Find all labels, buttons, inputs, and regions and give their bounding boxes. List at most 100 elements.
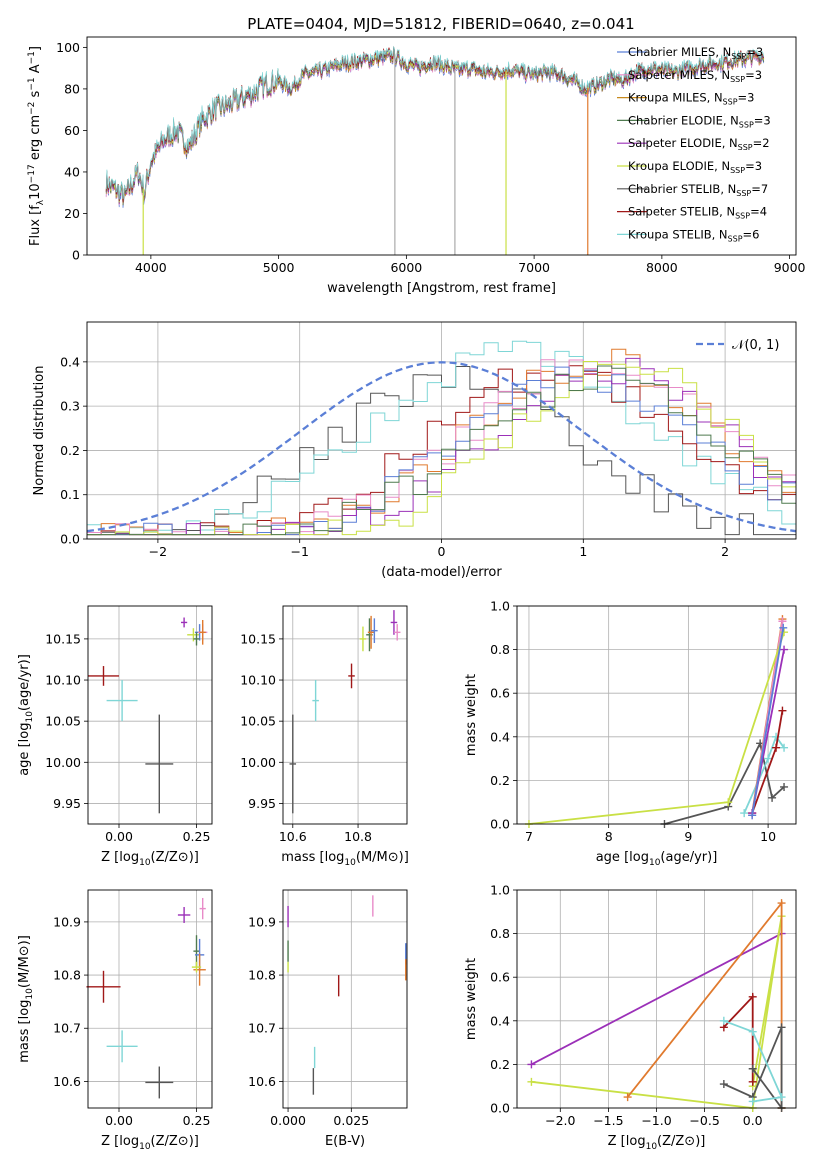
y-axis-label: mass weight [464, 674, 479, 756]
y-tick-label: 20 [64, 206, 80, 221]
x-tick-label: −2 [149, 544, 167, 559]
x-axis-label: Z [log10(Z/Z⊙)] [608, 1134, 706, 1152]
mass-weight-line [723, 1019, 783, 1103]
errorbar-point [193, 632, 200, 646]
y-tick-label: 0.2 [60, 443, 80, 458]
spectrum-panel: 4000 5000 6000 7000 8000 9000 0 20 40 60 80 100 wave… [27, 36, 806, 296]
x-tick-label: 0.0 [743, 1113, 763, 1128]
errorbar-point [359, 626, 367, 652]
legend-label: Chabrier ELODIE, NSSP=3 [628, 113, 771, 129]
legend-label: Salpeter STELIB, NSSP=4 [628, 205, 767, 221]
spectrum-series-line [105, 49, 765, 204]
x-tick-label: 8 [605, 829, 613, 844]
axes-frame [87, 889, 213, 1109]
errorbar-point [390, 610, 398, 635]
errorbar-point [393, 624, 401, 641]
mass-weight-vs-age-panel: 7 8 9 10 0.0 0.2 0.4 0.6 0.8 1.0 age [log10(age/yr… [464, 599, 797, 868]
mass-weight-marker [777, 1023, 786, 1032]
x-tick-label: 0.000 [270, 1113, 306, 1128]
legend-label: Kroupa ELODIE, NSSP=3 [628, 159, 762, 175]
x-tick-label: 0.00 [105, 829, 133, 844]
errorbar-point [88, 666, 119, 686]
y-axis-label: mass weight [464, 958, 479, 1040]
x-axis-label: E(B-V) [325, 1134, 365, 1149]
y-tick-label: 0.4 [60, 354, 80, 369]
x-tick-label: 0.25 [183, 1113, 211, 1128]
x-tick-label: 7000 [518, 260, 550, 275]
x-tick-label: 1 [579, 544, 587, 559]
errorbar-point [191, 961, 202, 973]
mass-weight-marker [780, 645, 789, 654]
y-tick-label: 10.9 [248, 914, 276, 929]
mass-weight-marker [777, 899, 786, 908]
mass-weight-marker [623, 1093, 632, 1102]
y-tick-label: 0.6 [490, 686, 510, 701]
x-tick-label: −0.5 [689, 1113, 719, 1128]
y-tick-label: 40 [64, 164, 80, 179]
x-tick-label: −2.0 [545, 1113, 575, 1128]
mass-weight-marker [724, 798, 733, 807]
mass-weight-marker [748, 1064, 757, 1073]
x-axis-label: Z [log10(Z/Z⊙)] [101, 1134, 199, 1152]
y-tick-label: 0.8 [490, 926, 510, 941]
axes-frame [516, 605, 797, 825]
errorbar-point [106, 680, 138, 722]
mass-weight-marker [772, 743, 781, 752]
x-axis-label: (data-model)/error [381, 565, 502, 580]
mass-weight-line [751, 627, 785, 816]
axes-frame [87, 605, 213, 825]
x-tick-label: 6000 [390, 260, 422, 275]
x-tick-label: 9 [684, 829, 692, 844]
axes-frame [282, 889, 408, 1109]
y-tick-label: 80 [64, 81, 80, 96]
mass-weight-marker [748, 992, 757, 1001]
y-tick-label: 0.0 [490, 1101, 510, 1116]
mass-weight-marker [777, 1093, 786, 1102]
legend-label: Kroupa STELIB, NSSP=6 [628, 227, 759, 243]
mass-weight-vs-Z-panel: −2.0 −1.5 −1.0 −0.5 0.0 0.0 0.2 0.4 0.6 0.8 1.0 Z [… [464, 883, 797, 1152]
y-tick-label: 10.7 [248, 1021, 276, 1036]
y-tick-label: 10.6 [248, 1074, 276, 1089]
legend-label: Salpeter ELODIE, NSSP=2 [628, 136, 770, 152]
legend-label: Chabrier MILES, NSSP=3 [628, 45, 763, 61]
spectrum-series-line [105, 48, 765, 204]
spectrum-series-line [105, 45, 765, 200]
legend-label: Kroupa MILES, NSSP=3 [628, 91, 754, 107]
y-tick-label: 0.0 [60, 532, 80, 547]
errorbar-point [199, 619, 206, 645]
x-tick-label: −1 [290, 544, 308, 559]
y-tick-label: 10.05 [240, 714, 276, 729]
y-tick-label: 0.2 [490, 1057, 510, 1072]
x-tick-label: 5000 [263, 260, 295, 275]
y-tick-label: 10.10 [240, 673, 276, 688]
mass-weight-marker [719, 1016, 728, 1025]
y-tick-label: 1.0 [490, 883, 510, 898]
errorbar-point [367, 615, 375, 649]
mass-weight-marker [527, 1060, 536, 1069]
x-tick-label: 10 [760, 829, 776, 844]
mass-vs-EBV-panel: 0.000 0.025 10.6 10.7 10.8 10.9 E(B-V) [248, 889, 408, 1149]
x-tick-label: 7 [525, 829, 533, 844]
y-tick-label: 0.4 [490, 729, 510, 744]
x-tick-label: 10.6 [279, 829, 307, 844]
mass-weight-marker [748, 1077, 757, 1086]
age-vs-Z-panel: 0.00 0.25 9.95 10.00 10.05 10.10 10.15 Z [log10… [17, 605, 213, 868]
x-tick-label: 9000 [774, 260, 806, 275]
mass-weight-line [531, 916, 783, 1109]
errorbar-point [86, 970, 121, 1003]
legend-label: Chabrier STELIB, NSSP=7 [628, 182, 768, 198]
age-vs-mass-panel: 10.6 10.8 9.95 10.00 10.05 10.10 10.15 mass [lo… [240, 605, 409, 868]
x-tick-label: 8000 [646, 260, 678, 275]
axes-frame [86, 36, 797, 256]
errorbar-point [177, 907, 191, 923]
y-tick-label: 10.9 [53, 914, 81, 929]
y-axis-label: mass [log10(M/M⊙)] [17, 935, 35, 1063]
y-tick-label: 10.00 [45, 755, 81, 770]
x-tick-label: 0 [438, 544, 446, 559]
y-tick-label: 9.95 [53, 796, 81, 811]
x-axis-label: mass [log10(M/M⊙)] [281, 850, 409, 868]
x-tick-label: −1.5 [593, 1113, 623, 1128]
y-tick-label: 1.0 [490, 599, 510, 614]
mass-weight-marker [778, 617, 787, 626]
mass-weight-marker [748, 811, 757, 820]
